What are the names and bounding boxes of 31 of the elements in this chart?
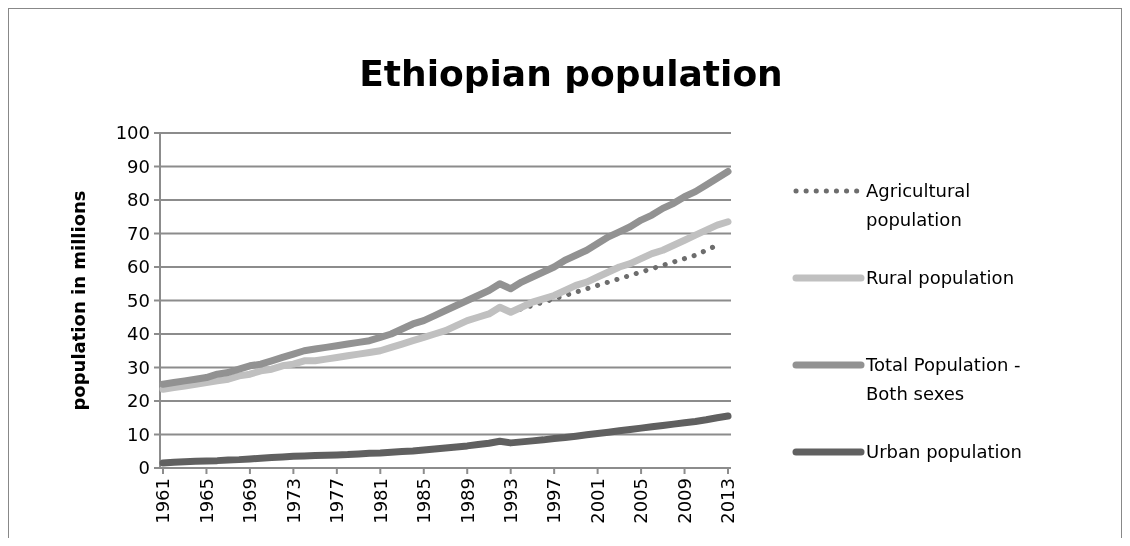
x-tick-label: 1981 bbox=[369, 478, 391, 524]
y-tick-label: 70 bbox=[127, 222, 150, 244]
y-axis-title: population in millions bbox=[68, 190, 89, 411]
x-tick-label: 1973 bbox=[282, 478, 304, 524]
y-tick-label: 80 bbox=[127, 189, 150, 211]
y-tick-label: 60 bbox=[127, 256, 150, 278]
x-tick-label: 1977 bbox=[326, 478, 348, 524]
x-tick-label: 2005 bbox=[630, 478, 652, 524]
x-tick-label: 1961 bbox=[152, 478, 174, 524]
y-tick-label: 30 bbox=[127, 356, 150, 378]
legend-label: Total Population - Both sexes bbox=[865, 354, 1021, 405]
y-tick-label: 20 bbox=[127, 390, 150, 412]
x-tick-label: 2001 bbox=[586, 478, 608, 524]
x-tick-label: 2009 bbox=[673, 478, 695, 524]
x-tick-label: 1985 bbox=[413, 478, 435, 524]
x-tick-label: 1969 bbox=[239, 478, 261, 524]
x-tick-label: 1989 bbox=[456, 478, 478, 524]
x-tick-label: 2013 bbox=[717, 478, 739, 524]
y-tick-label: 10 bbox=[127, 423, 150, 445]
legend-label: Urban population bbox=[866, 441, 1022, 463]
chart-title: Ethiopian population bbox=[359, 53, 783, 94]
y-tick-label: 40 bbox=[127, 323, 150, 345]
y-tick-label: 90 bbox=[127, 155, 150, 177]
y-tick-label: 50 bbox=[127, 289, 150, 311]
legend-label: Rural population bbox=[866, 267, 1015, 289]
x-tick-label: 1993 bbox=[499, 478, 521, 524]
x-tick-label: 1965 bbox=[195, 478, 217, 524]
y-tick-label: 0 bbox=[138, 457, 150, 479]
x-tick-label: 1997 bbox=[543, 478, 565, 524]
legend-label: Agricultural population bbox=[866, 180, 971, 231]
y-tick-label: 100 bbox=[115, 122, 150, 144]
